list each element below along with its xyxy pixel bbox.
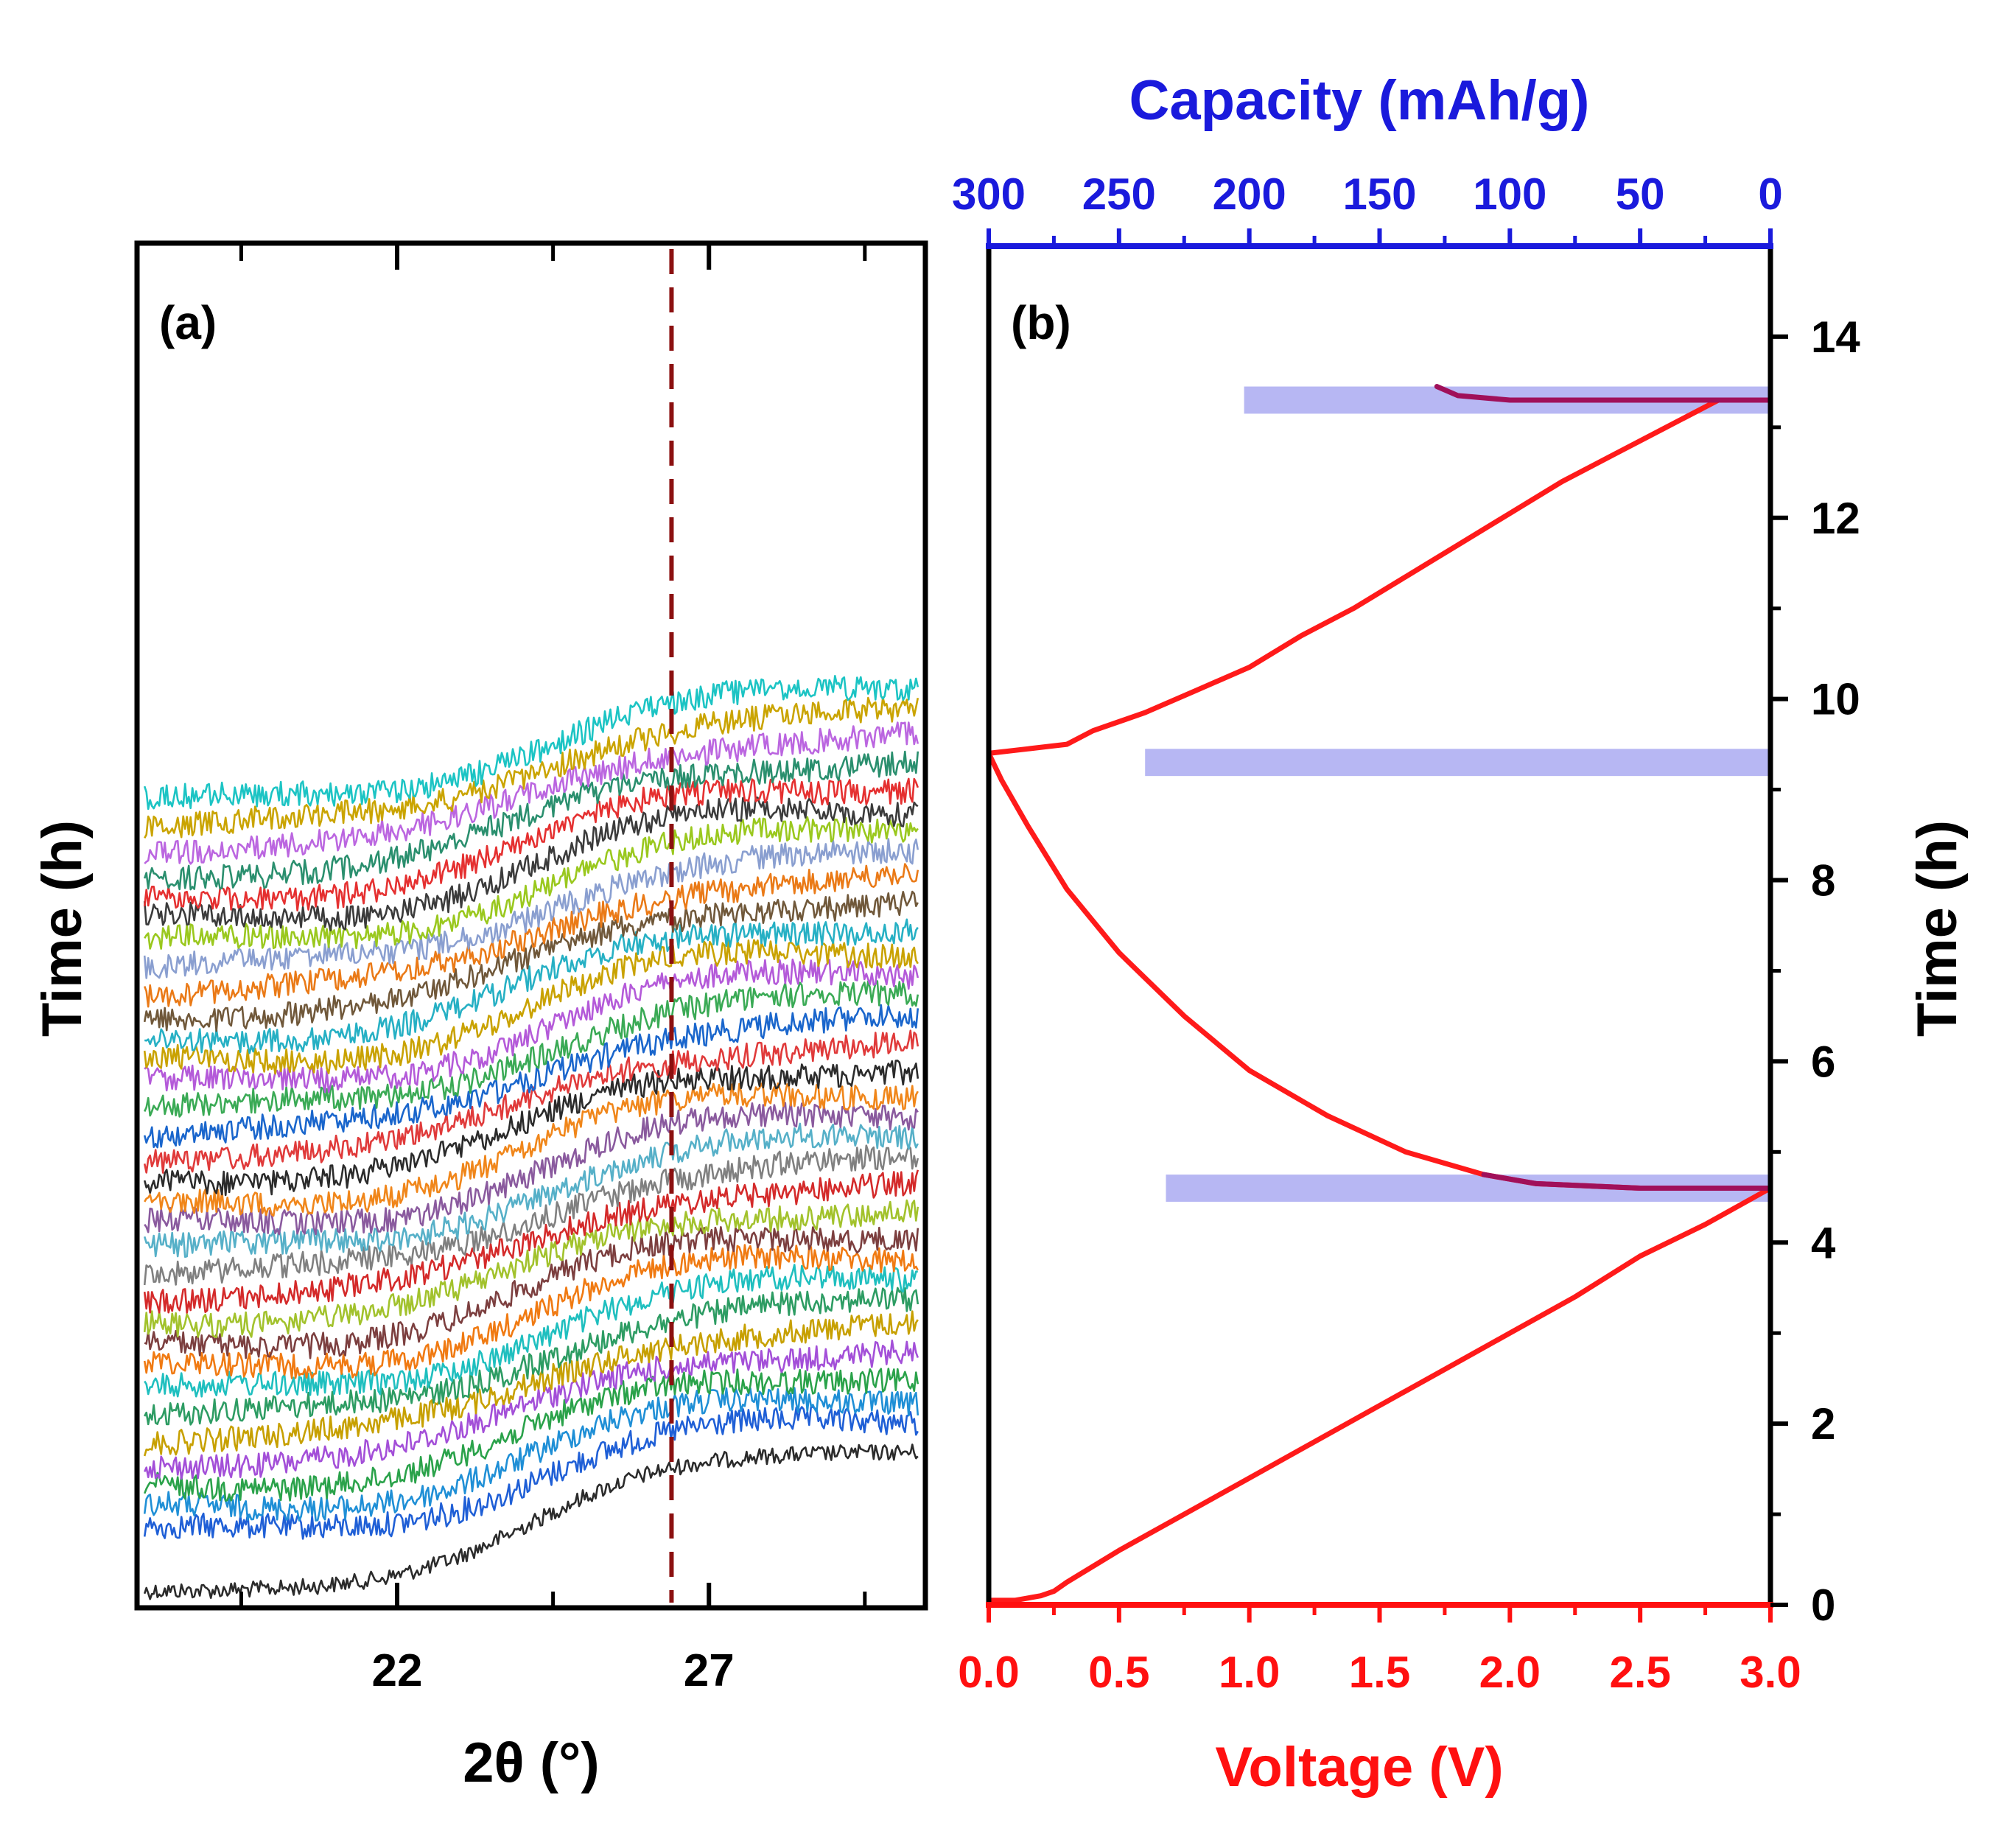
capacity-tick-label: 50 [1616,169,1665,219]
xrd-trace [143,1443,919,1600]
xrd-trace [144,721,919,865]
xrd-traces [143,675,919,1600]
panel-b: 0.0 0.5 1.0 1.5 2.0 2.5 3.0 300 250 200 150 100 50 0… [952,69,1969,1799]
panel-a-y-axis-label: Time (h) [31,820,94,1037]
voltage-tick-label: 3.0 [1740,1648,1801,1697]
xrd-trace [144,958,919,1093]
highlight-bands [1145,386,1770,1202]
capacity-tick-label: 0 [1758,169,1782,219]
xrd-trace [143,939,919,1075]
xrd-trace [143,1004,919,1149]
capacity-axis-label: Capacity (mAh/g) [1129,69,1590,132]
panel-b-y-axis-label: Time (h) [1906,820,1969,1037]
panel-a-frame [134,240,928,1611]
xrd-trace [143,1244,919,1379]
x-tick-label: 27 [684,1645,735,1696]
xrd-trace [143,1029,919,1174]
xrd-trace [143,1060,919,1197]
xrd-trace [143,1144,919,1286]
xrd-trace [143,750,919,891]
xrd-trace [143,1405,919,1540]
highlight-band [1145,749,1770,777]
panel-b-label: (b) [1011,296,1071,349]
xrd-trace [143,1368,919,1502]
xrd-trace [143,1386,919,1522]
xrd-trace [144,1101,919,1236]
capacity-tick-label: 300 [952,169,1026,219]
panel-a: 22 27 (a) Time (h) 2θ (°) [31,240,928,1794]
xrd-trace [144,696,919,839]
time-axis-ticks: 0 2 4 6 8 10 12 14 [1770,312,1860,1630]
capacity-tick-label: 200 [1213,169,1286,219]
xrd-trace [143,1122,919,1259]
x-tick-label: 22 [372,1645,423,1696]
voltage-profile-line [986,397,1773,1603]
time-tick-label: 8 [1811,856,1835,906]
xrd-trace [143,863,919,1008]
voltage-axis-ticks: 0.0 0.5 1.0 1.5 2.0 2.5 3.0 [958,1605,1801,1697]
panel-a-x-axis-label: 2θ (°) [463,1732,599,1794]
xrd-trace [143,675,919,811]
xrd-trace [144,1287,919,1426]
xrd-trace [143,838,919,979]
xrd-trace [144,1226,919,1359]
time-tick-label: 4 [1811,1218,1836,1267]
time-tick-label: 2 [1811,1399,1835,1449]
voltage-axis-label: Voltage (V) [1215,1736,1503,1799]
capacity-axis-ticks: 300 250 200 150 100 50 0 [952,169,1783,246]
xrd-trace [143,1199,919,1339]
voltage-tick-label: 2.5 [1609,1648,1670,1697]
xrd-trace [144,1264,918,1398]
xrd-trace [144,918,919,1054]
panel-a-x-ticks: 22 27 [239,245,867,1696]
voltage-tick-label: 1.5 [1349,1648,1410,1697]
xrd-trace [143,1169,919,1314]
panel-a-label: (a) [159,296,217,349]
xrd-trace [143,890,919,1032]
capacity-tick-label: 250 [1082,169,1156,219]
time-tick-label: 14 [1811,312,1860,362]
xrd-trace [144,980,919,1118]
capacity-tick-label: 150 [1342,169,1416,219]
xrd-trace [144,816,919,950]
voltage-tick-label: 0.5 [1088,1648,1149,1697]
xrd-trace [143,796,919,931]
xrd-trace [144,1082,919,1217]
voltage-tick-label: 1.0 [1219,1648,1280,1697]
time-tick-label: 12 [1811,494,1860,543]
voltage-tick-label: 0.0 [958,1648,1019,1697]
xrd-trace [143,777,919,911]
time-tick-label: 0 [1811,1581,1835,1630]
voltage-tick-label: 2.0 [1479,1648,1541,1697]
time-tick-label: 6 [1811,1037,1835,1086]
time-tick-label: 10 [1811,675,1860,724]
xrd-trace [144,1339,919,1480]
hold-segment-line [1434,384,1773,1191]
xrd-trace [143,1310,919,1457]
capacity-tick-label: 100 [1473,169,1546,219]
